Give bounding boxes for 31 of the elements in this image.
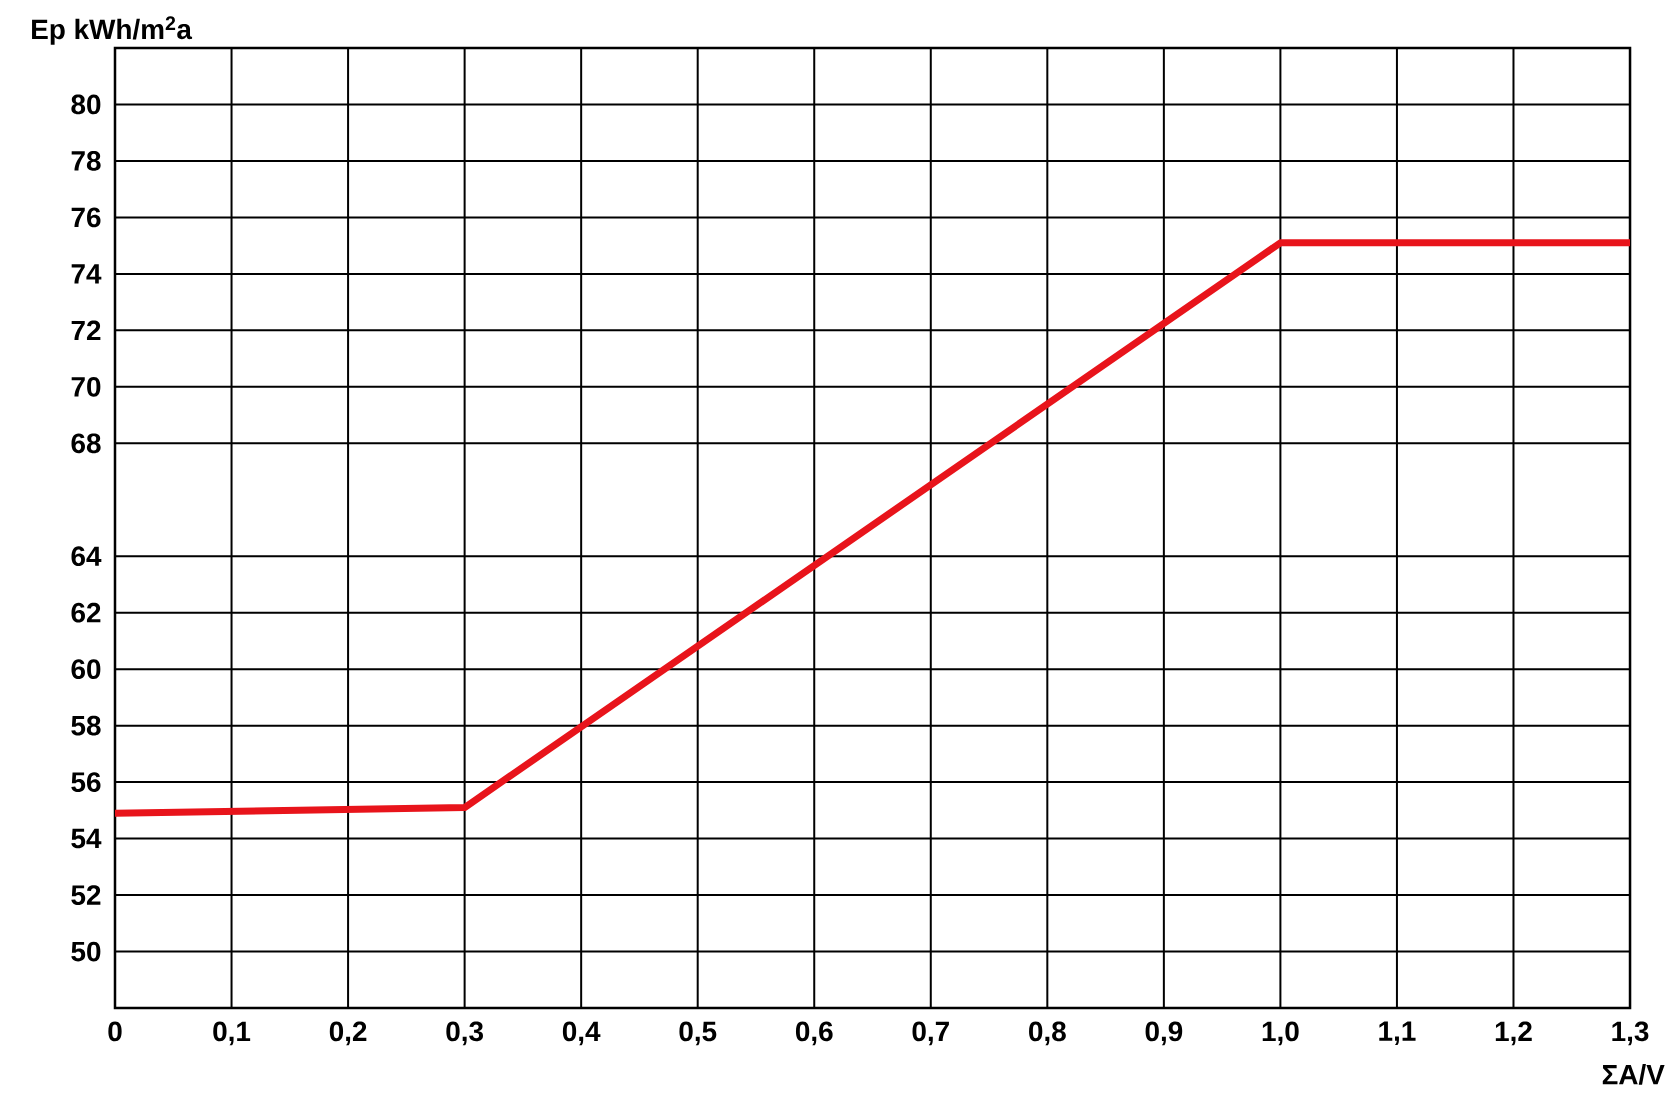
x-tick-label: 0 [108,1021,122,1042]
y-tick-label: 60 [71,659,101,680]
y-tick-label: 68 [71,433,101,454]
x-tick-label: 0,7 [912,1021,949,1046]
y-tick-label: 64 [71,546,102,567]
x-tick-label: 1,2 [1495,1021,1532,1046]
x-tick-label: 1,1 [1379,1021,1416,1045]
x-tick-label: 0,3 [446,1021,483,1046]
x-tick-label: 0,8 [1029,1021,1066,1046]
x-tick-label: 0,4 [562,1021,601,1046]
x-tick-label: 1,3 [1612,1021,1649,1046]
y-tick-label: 58 [71,715,101,736]
x-tick-label: 0,2 [329,1021,367,1046]
y-tick-label: 50 [71,941,101,962]
y-tick-label: 52 [71,885,101,905]
y-tick-label: 72 [71,320,101,341]
y-tick-label: 78 [71,151,101,171]
y-tick-label: 70 [71,376,101,397]
x-tick-label: 0,9 [1145,1021,1183,1046]
y-tick-label: 62 [71,602,101,623]
x-tick-label: 0,1 [213,1021,251,1046]
x-tick-label: 1,0 [1262,1021,1299,1046]
x-axis-title: ΣA/V [1602,1064,1665,1085]
y-axis-title: Ep kWh/m$^{2}$a [32,16,193,45]
x-tick-label: 0,5 [679,1021,717,1046]
y-tick-label: 54 [71,828,102,849]
y-tick-label: 74 [71,264,102,284]
y-tick-label: 56 [71,772,101,792]
x-tick-label: 0,6 [795,1021,833,1046]
y-tick-label: 80 [71,94,101,115]
y-tick-label: 76 [71,207,101,228]
